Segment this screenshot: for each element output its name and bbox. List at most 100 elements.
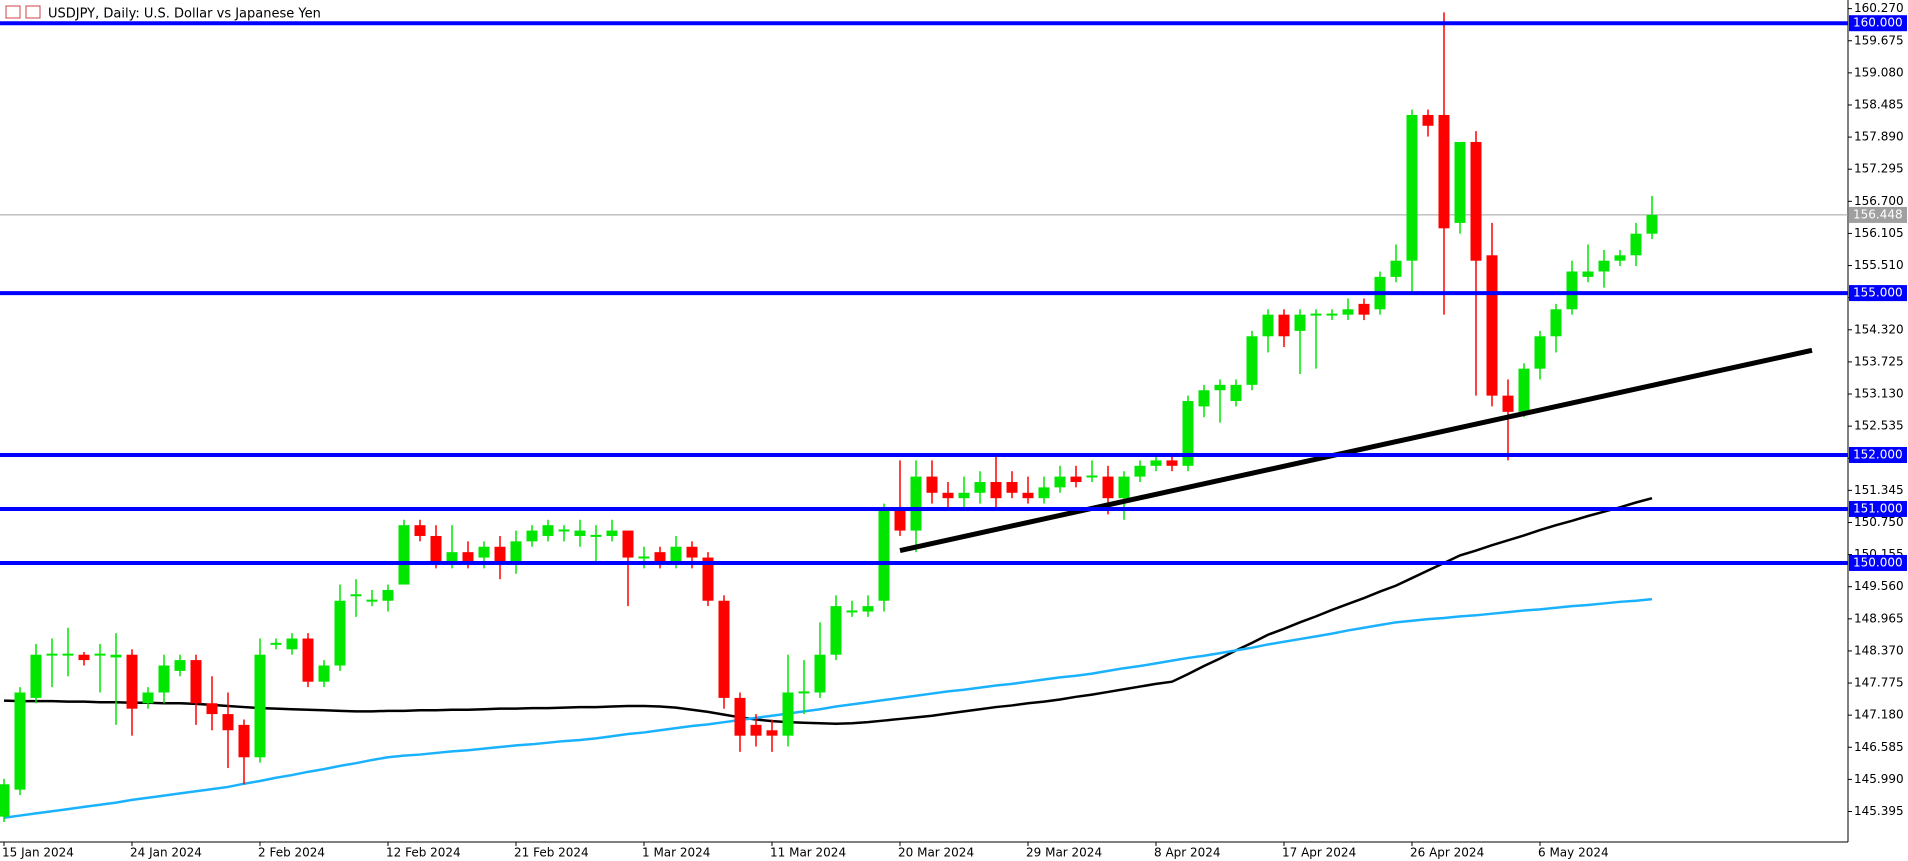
candle-body	[0, 784, 10, 817]
candle-body	[94, 653, 106, 656]
window-icons	[5, 5, 41, 19]
x-tick-label: 24 Jan 2024	[130, 846, 202, 860]
level-label: 151.000	[1853, 501, 1903, 515]
candle-body	[846, 610, 858, 613]
y-tick-label: 146.585	[1854, 740, 1904, 754]
y-tick-label: 155.510	[1854, 258, 1904, 272]
y-tick-label: 148.370	[1854, 643, 1904, 657]
candle-body	[238, 724, 250, 758]
candle-body	[1246, 336, 1258, 385]
candle-body	[398, 525, 410, 585]
candle-body	[1582, 271, 1594, 277]
candle-body	[78, 654, 90, 661]
candle-body	[1326, 313, 1338, 316]
y-tick-label: 145.395	[1854, 804, 1904, 818]
y-tick-label: 157.295	[1854, 162, 1904, 176]
candle-body	[1070, 476, 1082, 482]
candle-body	[622, 530, 634, 558]
candle-body	[574, 530, 586, 536]
candle-body	[1390, 260, 1402, 277]
candle-body	[1614, 255, 1626, 261]
y-tick-label: 158.485	[1854, 97, 1904, 111]
moving-average	[3, 496, 1653, 726]
candle-body	[334, 600, 346, 666]
candle-body	[222, 714, 234, 731]
candle-body	[1358, 303, 1370, 315]
candle-body	[1086, 475, 1098, 478]
candle-body	[1230, 384, 1242, 402]
candle-body	[1278, 314, 1290, 337]
candle-body	[686, 546, 698, 558]
x-tick-label: 12 Feb 2024	[386, 846, 461, 860]
candle-body	[366, 599, 378, 602]
icon	[25, 5, 41, 19]
icon	[5, 5, 21, 19]
candle-body	[382, 589, 394, 601]
candle-body	[990, 481, 1002, 499]
y-tick-label: 152.535	[1854, 419, 1904, 433]
level-label: 155.000	[1853, 286, 1903, 300]
candle-body	[718, 600, 730, 698]
candle-body	[254, 654, 266, 758]
y-tick-label: 156.105	[1854, 226, 1904, 240]
candle-body	[1502, 395, 1514, 412]
y-tick-label: 147.180	[1854, 708, 1904, 722]
x-tick-label: 15 Jan 2024	[2, 846, 74, 860]
candle-body	[1166, 460, 1178, 466]
trendline	[899, 347, 1813, 553]
candle-body	[142, 692, 154, 704]
candle-body	[430, 535, 442, 563]
candle-body	[1022, 492, 1034, 499]
candle-body	[894, 508, 906, 531]
y-tick-label: 156.700	[1854, 194, 1904, 208]
candle-body	[750, 724, 762, 736]
candle-body	[910, 476, 922, 531]
chart-title: USDJPY, Daily: U.S. Dollar vs Japanese Y…	[48, 7, 321, 22]
candle-body	[654, 552, 666, 563]
x-tick-label: 1 Mar 2024	[642, 846, 710, 860]
candle-body	[206, 703, 218, 715]
y-tick-label: 153.725	[1854, 354, 1904, 368]
x-tick-label: 20 Mar 2024	[898, 846, 974, 860]
candle-body	[1310, 313, 1322, 316]
x-tick-label: 2 Feb 2024	[258, 846, 325, 860]
candle-body	[670, 546, 682, 563]
candle-body	[414, 525, 426, 536]
candle-body	[158, 665, 170, 693]
y-tick-label: 149.560	[1854, 579, 1904, 593]
x-tick-label: 6 May 2024	[1538, 846, 1609, 860]
candle-body	[1438, 114, 1450, 229]
x-tick-label: 26 Apr 2024	[1410, 846, 1484, 860]
x-tick-label: 21 Feb 2024	[514, 846, 589, 860]
candle-body	[1102, 476, 1114, 499]
level-label: 150.000	[1853, 555, 1903, 569]
candle-body	[638, 556, 650, 559]
candle-body	[270, 642, 282, 645]
candle-body	[782, 692, 794, 736]
y-tick-label: 145.990	[1854, 772, 1904, 786]
candle-body	[1006, 481, 1018, 493]
level-label: 160.000	[1853, 16, 1903, 30]
candle-body	[1518, 368, 1530, 412]
candle-body	[462, 552, 474, 563]
candle-body	[1214, 384, 1226, 391]
level-label-box	[1849, 15, 1907, 32]
candle-body	[494, 546, 506, 563]
y-tick-label: 151.345	[1854, 483, 1904, 497]
candle-body	[734, 697, 746, 736]
level-label-box	[1849, 554, 1907, 571]
candle-body	[1422, 114, 1434, 126]
candle-body	[526, 530, 538, 542]
candle-body	[1598, 260, 1610, 272]
candle-body	[62, 653, 74, 656]
y-tick-label: 153.130	[1854, 387, 1904, 401]
candle-body	[958, 492, 970, 499]
candle-body	[1566, 271, 1578, 310]
candle-body	[1470, 141, 1482, 261]
candle-body	[1054, 476, 1066, 488]
candle-body	[126, 654, 138, 709]
candle-body	[974, 481, 986, 493]
candle-body	[1630, 233, 1642, 256]
candle-body	[542, 525, 554, 536]
